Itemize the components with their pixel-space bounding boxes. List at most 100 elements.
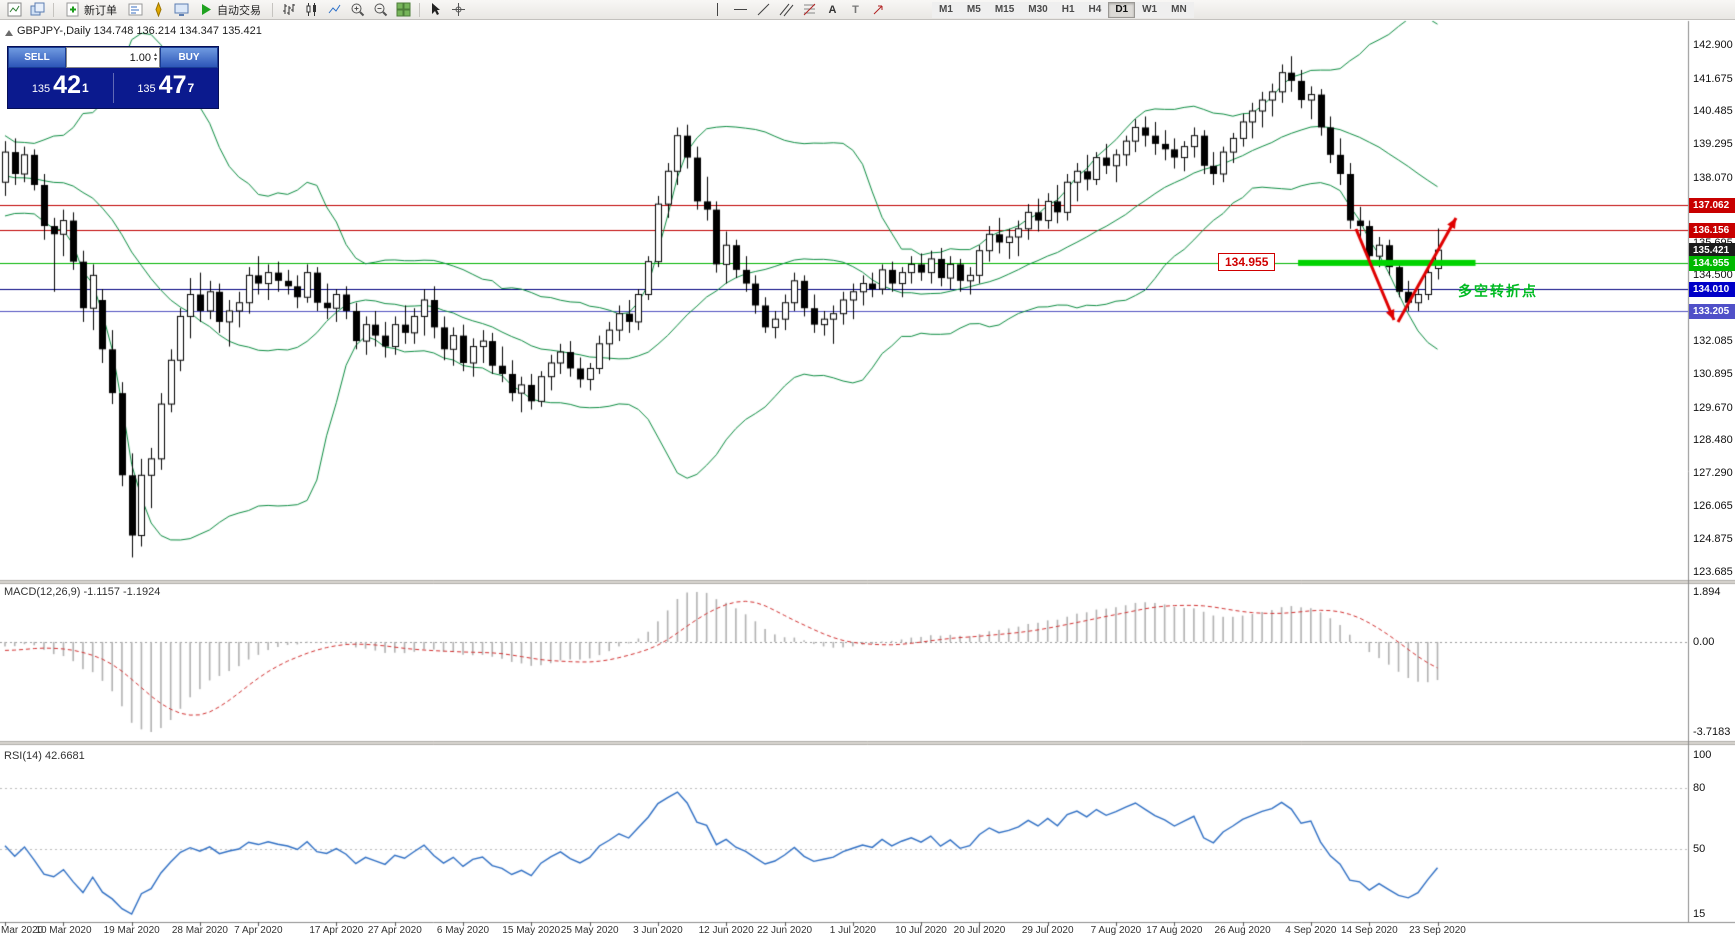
- timeframe-m15[interactable]: M15: [987, 1, 1022, 18]
- price-tag[interactable]: 135.421: [1689, 243, 1735, 259]
- date-label: 1 Jul 2020: [829, 925, 876, 936]
- date-label: 4 Sep 2020: [1285, 925, 1337, 936]
- sell-button[interactable]: SELL: [8, 47, 66, 68]
- label-icon[interactable]: T: [852, 3, 859, 16]
- trendline-icon[interactable]: [752, 0, 775, 19]
- channel-icon[interactable]: [775, 0, 798, 19]
- volume-input[interactable]: 1.00 ▴ ▾: [66, 47, 160, 68]
- sell-price[interactable]: 135 42 1: [8, 71, 113, 102]
- price-axis-label: 129.670: [1693, 401, 1733, 414]
- new-order-label: 新订单: [84, 4, 117, 17]
- buy-price[interactable]: 135 47 7: [114, 71, 219, 102]
- macd-indicator-label: MACD(12,26,9) -1.1157 -1.1924: [4, 586, 161, 598]
- price-tag[interactable]: 134.955: [1689, 255, 1735, 271]
- crosshair-icon[interactable]: [447, 0, 470, 19]
- volume-value: 1.00: [129, 51, 151, 64]
- timeframe-w1[interactable]: W1: [1135, 1, 1165, 18]
- date-label: 17 Apr 2020: [309, 925, 364, 936]
- price-axis-label: 139.295: [1693, 138, 1733, 151]
- buy-price-big: 47: [158, 71, 187, 99]
- rsi-axis-label: 15: [1693, 908, 1706, 920]
- sell-price-sup: 1: [81, 81, 89, 95]
- buy-price-sup: 7: [187, 81, 195, 95]
- timeframe-mn[interactable]: MN: [1164, 1, 1194, 18]
- sell-price-big: 42: [53, 71, 81, 99]
- auto-trading-button[interactable]: 自动交易: [193, 1, 268, 18]
- price-tag[interactable]: 137.062: [1689, 198, 1735, 214]
- spinner-down-icon[interactable]: ▾: [153, 56, 157, 63]
- timeframe-h4[interactable]: H4: [1081, 1, 1109, 18]
- line-chart-icon[interactable]: [323, 0, 346, 19]
- price-tag[interactable]: 134.010: [1689, 281, 1735, 297]
- date-label: 10 Jul 2020: [895, 925, 947, 936]
- price-callout[interactable]: 134.955: [1218, 253, 1276, 271]
- toolbar-separator: [272, 2, 273, 17]
- fibonacci-icon[interactable]: [798, 0, 821, 19]
- arrows-tool-icon[interactable]: [867, 0, 890, 19]
- new-order-icon: [66, 2, 79, 17]
- candles-chart-icon[interactable]: [300, 0, 323, 19]
- new-order-button[interactable]: 新订单: [58, 1, 124, 18]
- date-label: 22 Jun 2020: [757, 925, 813, 936]
- volume-spinner[interactable]: ▴ ▾: [153, 51, 157, 63]
- auto-trading-label: 自动交易: [217, 4, 261, 17]
- toolbar-separator: [53, 2, 54, 17]
- timeframe-m1[interactable]: M1: [932, 1, 960, 18]
- zoom-in-icon[interactable]: [346, 0, 369, 19]
- sell-price-prefix: 135: [31, 83, 51, 95]
- zoom-out-icon[interactable]: [369, 0, 392, 19]
- bars-chart-icon[interactable]: [277, 0, 300, 19]
- timeframe-d1[interactable]: D1: [1108, 1, 1136, 18]
- timeframe-h1[interactable]: H1: [1054, 1, 1082, 18]
- price-axis-label: 134.500: [1693, 269, 1733, 282]
- rsi-axis-label: 80: [1693, 782, 1706, 795]
- terminal-icon[interactable]: [170, 0, 193, 19]
- date-label: Mar 2020: [1, 925, 44, 936]
- text-icon[interactable]: A: [828, 3, 837, 16]
- date-label: 14 Sep 2020: [1340, 925, 1398, 936]
- turning-point-label: 多空转折点: [1458, 283, 1538, 299]
- one-click-collapse-icon[interactable]: [5, 30, 13, 36]
- rsi-indicator-label: RSI(14) 42.6681: [4, 750, 85, 762]
- vertical-line-icon[interactable]: [706, 0, 729, 19]
- price-tag[interactable]: 136.156: [1689, 222, 1735, 238]
- timeframe-m30[interactable]: M30: [1021, 1, 1055, 18]
- macd-axis-max: 1.894: [1693, 586, 1721, 598]
- buy-price-prefix: 135: [137, 83, 156, 95]
- date-label: 12 Jun 2020: [698, 925, 754, 936]
- new-chart-icon[interactable]: [3, 0, 26, 19]
- date-label: 27 Apr 2020: [367, 925, 422, 936]
- date-label: 17 Aug 2020: [1146, 925, 1203, 936]
- price-divider: [112, 73, 114, 103]
- date-label: 20 Jul 2020: [953, 925, 1006, 936]
- profiles-icon[interactable]: [26, 0, 49, 19]
- date-label: 15 May 2020: [502, 925, 561, 936]
- price-axis-label: 140.485: [1693, 105, 1733, 118]
- tile-windows-icon[interactable]: [392, 0, 415, 19]
- horizontal-line-icon[interactable]: [729, 0, 752, 19]
- trade-panel-prices: 135 42 1 135 47 7: [8, 68, 218, 108]
- spinner-up-icon[interactable]: ▴: [153, 51, 157, 58]
- price-axis-label: 130.895: [1693, 368, 1733, 381]
- price-axis-label: 132.085: [1693, 335, 1733, 348]
- date-label: 7 Apr 2020: [234, 925, 283, 936]
- price-axis-label: 124.875: [1693, 532, 1733, 545]
- date-label: 10 Mar 2020: [35, 925, 92, 936]
- timeframe-m5[interactable]: M5: [959, 1, 988, 18]
- navigator-icon[interactable]: [147, 0, 170, 19]
- cursor-icon[interactable]: [424, 0, 447, 19]
- date-label: 6 May 2020: [436, 925, 490, 936]
- one-click-trading-panel: SELL 1.00 ▴ ▾ BUY 135 42 1 135 47 7: [7, 46, 219, 109]
- price-axis-label: 123.685: [1693, 565, 1733, 578]
- price-axis-label: 141.675: [1693, 72, 1733, 85]
- macd-axis-min: -3.7183: [1693, 726, 1731, 738]
- market-watch-icon[interactable]: [124, 0, 147, 19]
- date-label: 19 Mar 2020: [103, 925, 160, 936]
- symbol-info: GBPJPY-,Daily 134.748 136.214 134.347 13…: [17, 25, 262, 37]
- price-tag[interactable]: 133.205: [1689, 303, 1735, 319]
- date-label: 25 May 2020: [560, 925, 619, 936]
- price-axis-label: 142.900: [1693, 39, 1733, 52]
- buy-button[interactable]: BUY: [160, 47, 218, 68]
